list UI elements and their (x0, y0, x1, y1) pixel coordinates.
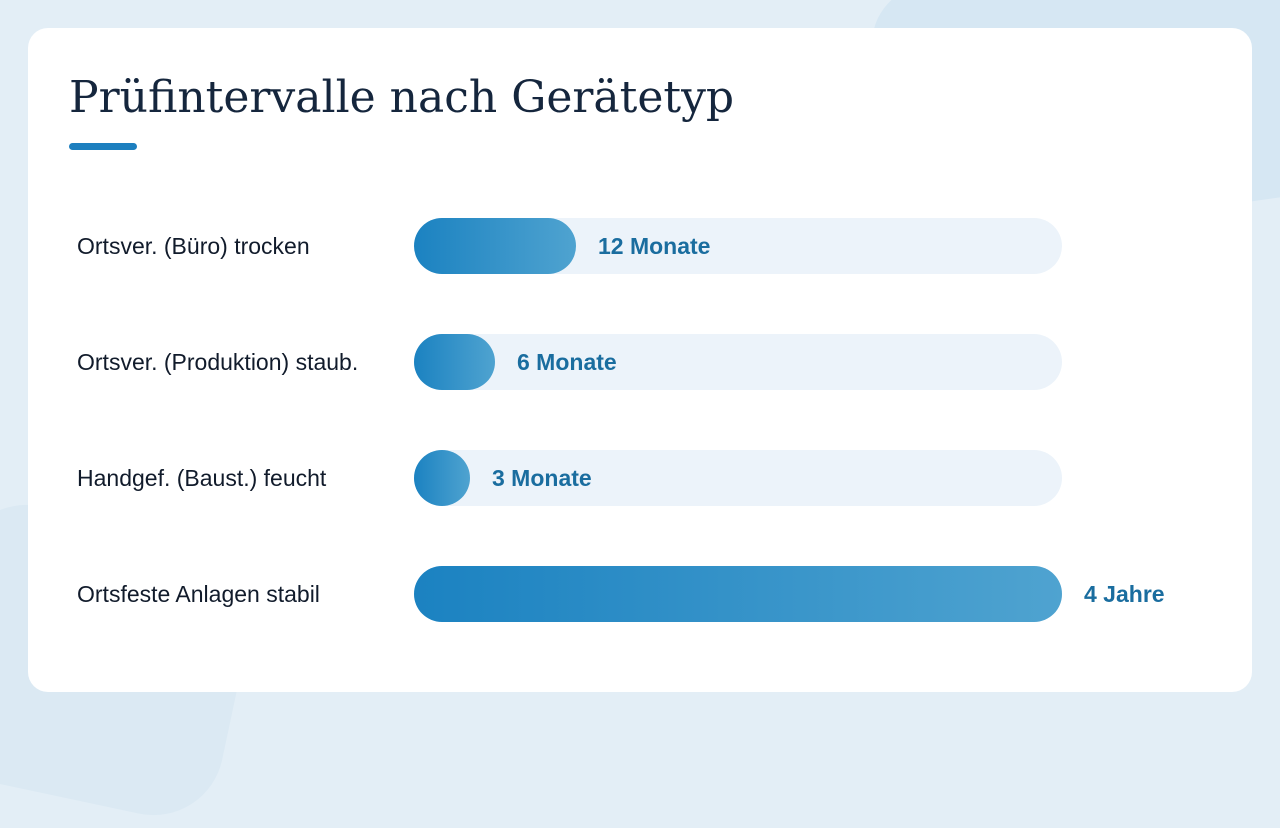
slide-card: Prüfintervalle nach Gerätetyp Ortsver. (… (28, 28, 1252, 692)
bar-row: Handgef. (Baust.) feucht 3 Monate (28, 450, 1252, 506)
value-label: 3 Monate (492, 465, 592, 491)
bar (414, 334, 495, 390)
bar-track (414, 334, 1062, 390)
category-label: Ortsver. (Büro) trocken (77, 233, 310, 259)
horizontal-bar-chart: Ortsver. (Büro) trocken 12 Monate Ortsver.… (28, 28, 1252, 692)
bar (414, 566, 1062, 622)
category-label: Ortsver. (Produktion) staub. (77, 349, 359, 375)
category-label: Ortsfeste Anlagen stabil (77, 581, 320, 607)
bar-row: Ortsver. (Büro) trocken 12 Monate (28, 218, 1252, 274)
bar-row: Ortsfeste Anlagen stabil 4 Jahre (28, 566, 1252, 622)
category-label: Handgef. (Baust.) feucht (77, 465, 327, 491)
bar-track (414, 450, 1062, 506)
value-label: 6 Monate (517, 349, 617, 375)
value-label: 12 Monate (598, 233, 711, 259)
bar-track (414, 566, 1062, 622)
bar-track (414, 218, 1062, 274)
value-label: 4 Jahre (1084, 581, 1165, 607)
bar (414, 218, 576, 274)
title-underline-accent (69, 143, 137, 150)
bar-row: Ortsver. (Produktion) staub. 6 Monate (28, 334, 1252, 390)
slide-title: Prüfintervalle nach Gerätetyp (69, 72, 735, 123)
bar (414, 450, 470, 506)
